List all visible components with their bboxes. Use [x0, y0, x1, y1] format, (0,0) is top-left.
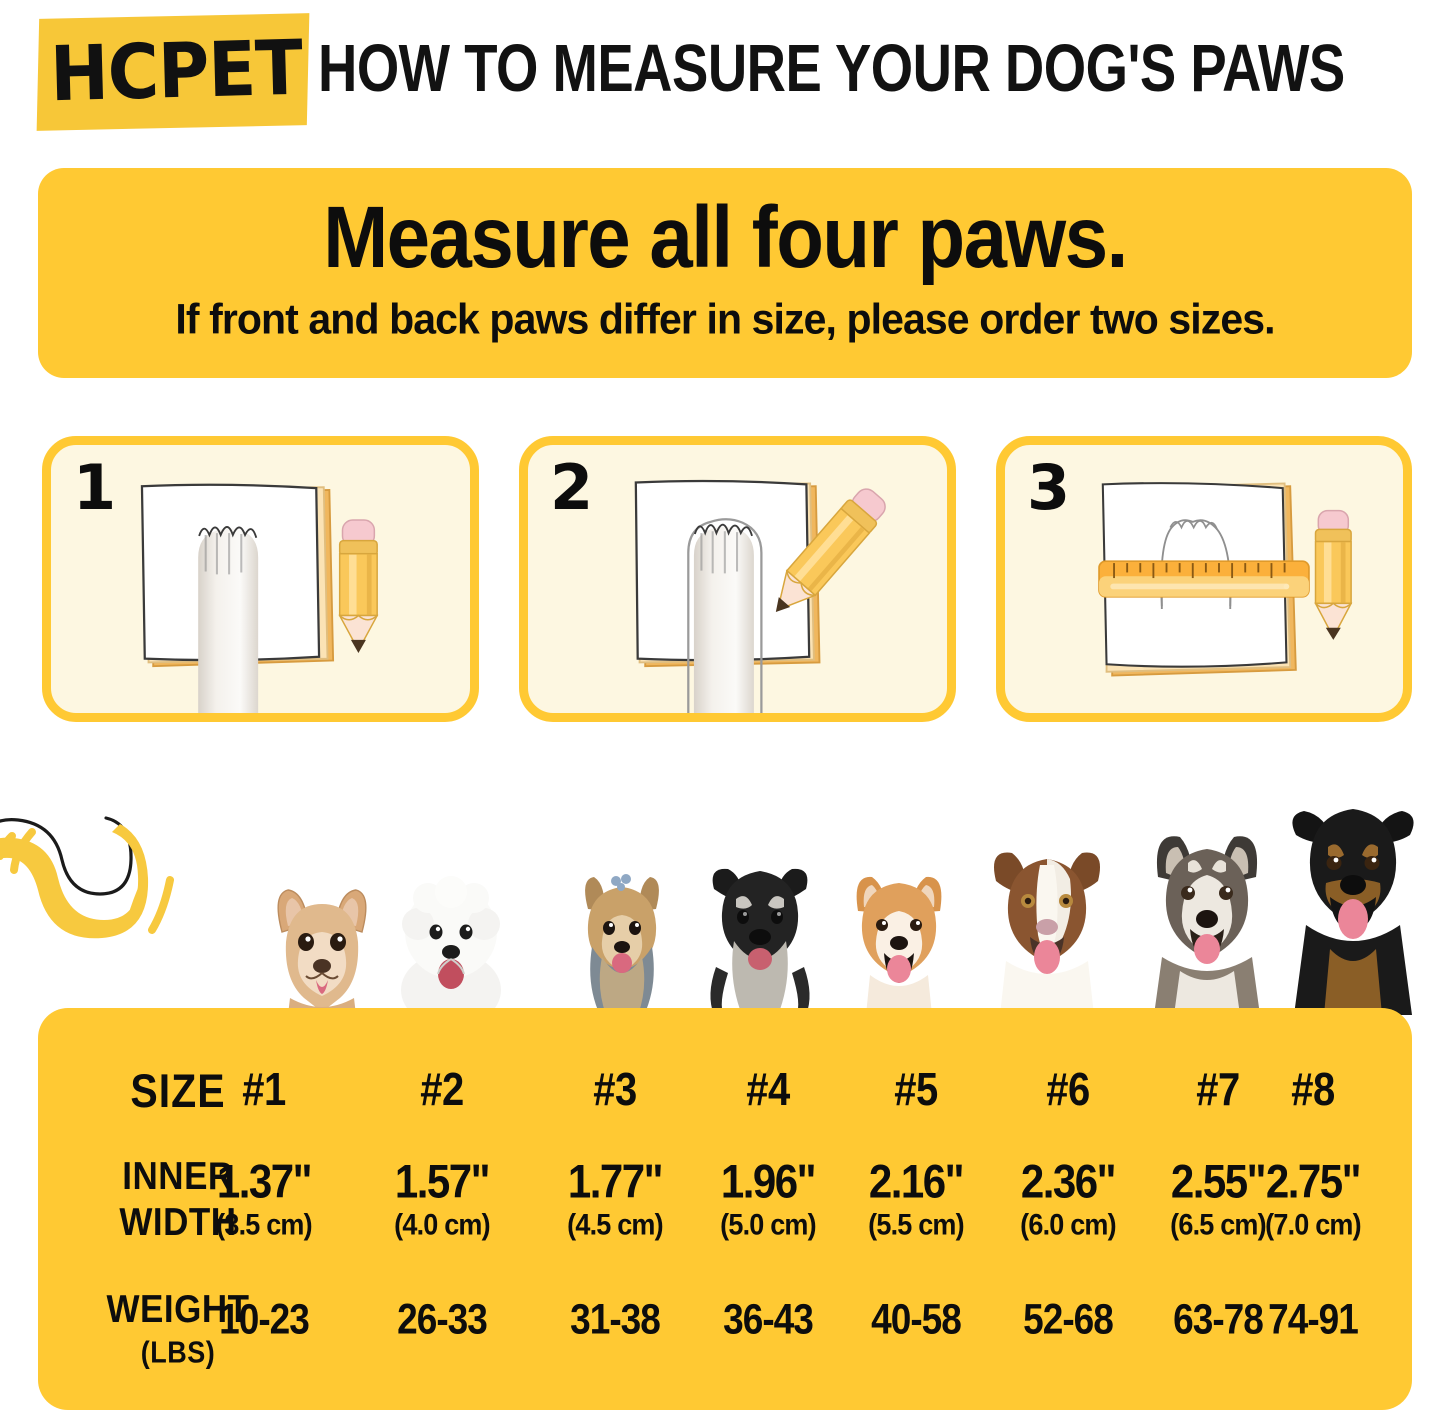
cell-inner-width-cm-8: (7.0 cm): [1265, 1208, 1361, 1242]
cell-size-2: #2: [420, 1064, 464, 1116]
row-label-weight: WEIGHT (LBS): [78, 1288, 278, 1373]
step-number-2: 2: [550, 451, 594, 524]
cell-size-8: #8: [1291, 1064, 1335, 1116]
cell-inner-width-in-4: 1.96": [720, 1155, 817, 1208]
cell-inner-width-in-3: 1.77": [567, 1155, 664, 1208]
dog-chihuahua-photo: [277, 889, 367, 1015]
row-label-weight-unit: (LBS): [140, 1335, 216, 1370]
cell-inner-width-cm-4: (5.0 cm): [720, 1208, 816, 1242]
cell-size-3: #3: [593, 1064, 637, 1116]
banner-subtext: If front and back paws differ in size, p…: [175, 294, 1275, 344]
cell-size-4: #4: [746, 1064, 790, 1116]
cell-inner-width-cm-1: (3.5 cm): [216, 1208, 312, 1242]
page-header: HCPET HOW TO MEASURE YOUR DOG'S PAWS: [0, 0, 1445, 140]
dog-schnauzer-photo: [710, 868, 810, 1015]
cell-inner-width-in-1: 1.37": [216, 1155, 313, 1208]
instruction-banner: Measure all four paws. If front and back…: [38, 168, 1412, 378]
step-number-3: 3: [1027, 451, 1071, 524]
cell-weight-5: 40-58: [871, 1296, 962, 1343]
cell-inner-width-cm-7: (6.5 cm): [1170, 1208, 1266, 1242]
paw-on-paper-with-pencil-icon: [140, 483, 379, 713]
cell-inner-width-in-2: 1.57": [394, 1155, 491, 1208]
steps-row: 1: [0, 436, 1445, 728]
cell-size-5: #5: [894, 1064, 938, 1116]
step-card-3: 3: [996, 436, 1412, 722]
cell-weight-4: 36-43: [723, 1296, 814, 1343]
cell-size-7: #7: [1196, 1064, 1240, 1116]
step-card-1: 1: [42, 436, 479, 722]
dog-shiba-inu-photo: [856, 876, 942, 1015]
cell-weight-6: 52-68: [1023, 1296, 1114, 1343]
cell-inner-width-in-8: 2.75": [1265, 1155, 1362, 1208]
step-number-1: 1: [73, 451, 117, 524]
cell-weight-3: 31-38: [570, 1296, 661, 1343]
dog-australian-shepherd-photo: [994, 852, 1100, 1015]
dog-rottweiler-photo: [1292, 809, 1414, 1015]
dog-yorkshire-terrier-photo: [585, 874, 659, 1015]
cell-inner-width-cm-6: (6.0 cm): [1020, 1208, 1116, 1242]
dog-alaskan-malamute-photo: [1154, 836, 1260, 1015]
row-label-inner-width: INNER WIDTH: [78, 1153, 278, 1245]
ruler-measuring-outline-icon: [1098, 482, 1353, 677]
cell-weight-8: 74-91: [1268, 1296, 1359, 1343]
cell-inner-width-cm-3: (4.5 cm): [567, 1208, 663, 1242]
cell-inner-width-cm-5: (5.5 cm): [868, 1208, 964, 1242]
table-row-weight: WEIGHT (LBS) 10-23 26-33 31-38 36-43 40-…: [38, 1288, 1412, 1393]
page-title: HOW TO MEASURE YOUR DOG'S PAWS: [318, 30, 1345, 106]
row-label-inner-width-line2: WIDTH: [119, 1200, 237, 1244]
cell-weight-7: 63-78: [1173, 1296, 1264, 1343]
size-chart-table: SIZE #1 #2 #3 #4 #5 #6 #7 #8 INNER WIDTH…: [38, 1008, 1412, 1410]
cell-inner-width-in-6: 2.36": [1020, 1155, 1117, 1208]
table-row-size: SIZE #1 #2 #3 #4 #5 #6 #7 #8: [38, 1064, 1412, 1134]
dog-bichon-frise-photo: [401, 876, 501, 1015]
cell-weight-2: 26-33: [397, 1296, 488, 1343]
cell-size-1: #1: [242, 1064, 286, 1116]
cell-size-6: #6: [1046, 1064, 1090, 1116]
brand-logo-text: HCPET: [48, 23, 304, 119]
cell-inner-width-in-7: 2.55": [1170, 1155, 1267, 1208]
row-label-weight-line1: WEIGHT: [106, 1287, 250, 1331]
dog-breeds-row: [0, 760, 1445, 1015]
row-label-inner-width-line1: INNER: [122, 1154, 234, 1198]
banner-headline: Measure all four paws.: [323, 187, 1128, 287]
cell-weight-1: 10-23: [219, 1296, 310, 1343]
cell-inner-width-cm-2: (4.0 cm): [394, 1208, 490, 1242]
step-card-2: 2: [519, 436, 956, 722]
cell-inner-width-in-5: 2.16": [868, 1155, 965, 1208]
yellow-swoosh-icon: [0, 816, 174, 939]
table-row-inner-width: INNER WIDTH 1.37" 1.57" 1.77" 1.96" 2.16…: [38, 1154, 1412, 1270]
row-label-size: SIZE: [130, 1064, 226, 1118]
pencil-tracing-paw-outline-icon: [634, 479, 886, 713]
